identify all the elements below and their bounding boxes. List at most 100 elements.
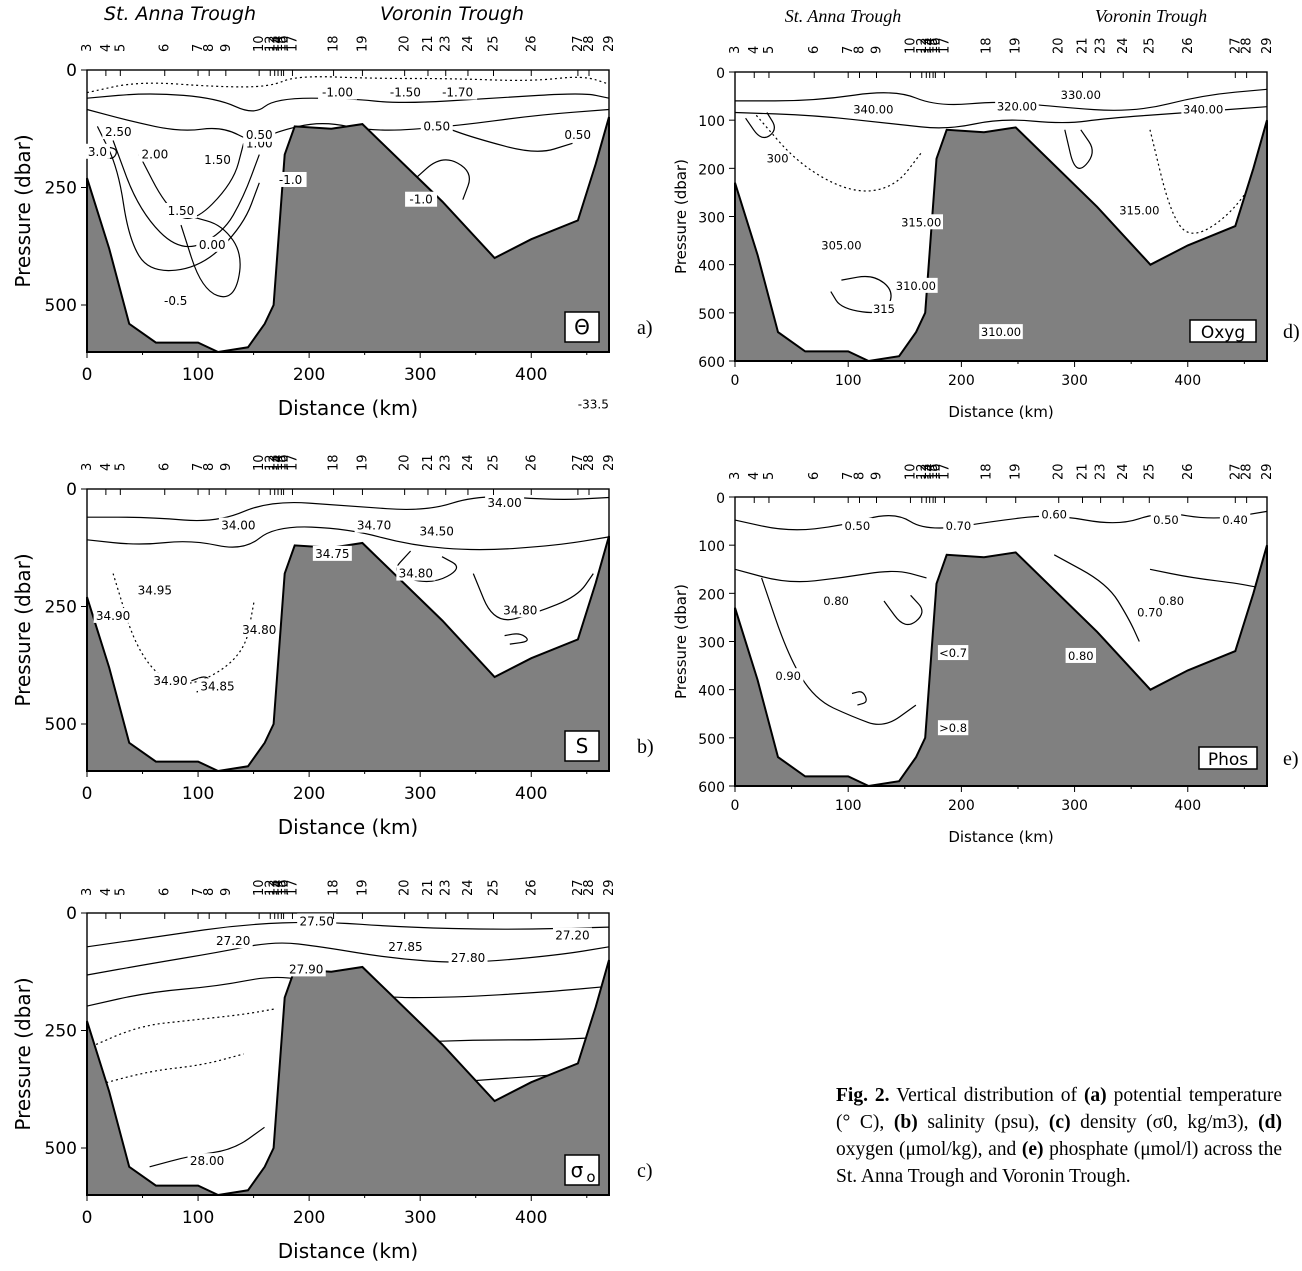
station-number: 26 bbox=[1181, 37, 1196, 54]
contour-label-bg bbox=[979, 324, 1023, 340]
station-number: 13 bbox=[268, 879, 283, 896]
station-number: 14 bbox=[923, 37, 938, 54]
station-number: 4 bbox=[99, 463, 114, 471]
station-number: 5 bbox=[762, 46, 777, 54]
y-tick-label: 250 bbox=[45, 179, 77, 199]
caption-part: oxygen (μmol/kg), and bbox=[836, 1139, 1022, 1160]
contour-label: 340.00 bbox=[1183, 103, 1223, 117]
contour-label-bg bbox=[995, 98, 1039, 114]
contour-label-bg bbox=[213, 933, 253, 949]
x-tick-label: 100 bbox=[182, 784, 214, 804]
contour-label-bg bbox=[420, 118, 453, 134]
panel-c-density: 27.20 27.50 27.20 27.85 27.80 27.90 28.00 3 4 5 6 7… bbox=[11, 879, 653, 1263]
contour-label: 0.50 bbox=[564, 128, 591, 142]
contour-label-bg bbox=[396, 565, 436, 581]
y-tick-label: 100 bbox=[698, 114, 725, 130]
station-number: 27 bbox=[571, 879, 586, 896]
contour-label-bg bbox=[1156, 593, 1187, 609]
caption-part: Vertical distribution of bbox=[889, 1085, 1084, 1106]
station-number: 12 bbox=[263, 879, 278, 896]
contour-line bbox=[734, 106, 1268, 129]
station-number: 16 bbox=[277, 454, 292, 471]
station-number: 4 bbox=[747, 472, 762, 480]
contour-label-bg bbox=[385, 84, 425, 100]
station-number: 20 bbox=[398, 879, 413, 896]
trough-label: St. Anna Trough bbox=[104, 3, 256, 25]
contour-label: <0.7 bbox=[939, 646, 967, 660]
y-tick-label: 600 bbox=[698, 355, 725, 371]
contour-line bbox=[112, 573, 255, 685]
contour-label-bg bbox=[1065, 647, 1096, 663]
station-number: 8 bbox=[202, 44, 217, 52]
contour-line bbox=[504, 633, 528, 645]
station-number: 7 bbox=[841, 46, 856, 54]
contour-label-bg bbox=[500, 602, 540, 618]
contour-line bbox=[734, 510, 1268, 531]
contour-label-bg bbox=[561, 126, 594, 142]
x-tick-label: 200 bbox=[948, 373, 975, 389]
station-number: 17 bbox=[937, 463, 952, 480]
plot-frame bbox=[86, 69, 610, 353]
contour-label: 0.50 bbox=[246, 128, 273, 142]
variable-label: S bbox=[576, 734, 589, 758]
station-number: 18 bbox=[327, 35, 342, 52]
station-number: 28 bbox=[582, 879, 597, 896]
contour-label: 315 bbox=[873, 302, 895, 316]
x-tick-label: 100 bbox=[182, 1208, 214, 1228]
contour-label-bg bbox=[286, 961, 326, 977]
contour-label-bg bbox=[405, 191, 438, 207]
variable-box bbox=[1189, 319, 1257, 343]
station-number: 7 bbox=[191, 44, 206, 52]
contour-label: -1.0 bbox=[279, 173, 302, 187]
contour-label: 27.90 bbox=[289, 962, 323, 976]
contour-line bbox=[883, 594, 923, 626]
contour-label: 315.00 bbox=[901, 215, 941, 229]
contour-label: 0.50 bbox=[845, 519, 871, 533]
station-number: 14 bbox=[923, 463, 938, 480]
contour-label: 34.80 bbox=[399, 567, 433, 581]
station-number: 15 bbox=[274, 879, 289, 896]
x-tick-label: 300 bbox=[1061, 798, 1088, 814]
contour-label-bg bbox=[198, 678, 237, 694]
y-tick-label: 300 bbox=[698, 636, 725, 652]
x-tick-label: 300 bbox=[404, 784, 436, 804]
station-number: 9 bbox=[869, 46, 884, 54]
contour-line bbox=[86, 1008, 276, 1049]
contour-label: 0.80 bbox=[823, 594, 849, 608]
y-axis-title: Pressure (dbar) bbox=[11, 553, 35, 706]
station-number: 24 bbox=[461, 454, 476, 471]
contour-label-bg bbox=[243, 126, 276, 142]
contour-label-bg bbox=[1039, 506, 1070, 522]
contour-label-bg bbox=[1059, 87, 1103, 103]
station-number: 17 bbox=[937, 37, 952, 54]
station-number: 13 bbox=[268, 35, 283, 52]
contour-label: 0.00 bbox=[199, 238, 226, 252]
contour-label-bg bbox=[899, 214, 943, 230]
contour-label-bg bbox=[318, 84, 358, 100]
station-number: 20 bbox=[1052, 463, 1067, 480]
y-tick-label: 500 bbox=[698, 307, 725, 323]
station-number: 27 bbox=[1228, 463, 1243, 480]
contour-line bbox=[112, 140, 260, 248]
station-number: 25 bbox=[486, 454, 501, 471]
y-tick-label: 0 bbox=[716, 491, 725, 507]
x-tick-label: 200 bbox=[948, 798, 975, 814]
contour-label-bg bbox=[93, 607, 133, 623]
station-number: 3 bbox=[728, 472, 743, 480]
station-number: 19 bbox=[355, 35, 370, 52]
contour-label: 34.90 bbox=[96, 609, 130, 623]
station-number: 26 bbox=[524, 454, 539, 471]
caption-part: salinity (psu), bbox=[917, 1112, 1049, 1133]
contour-line bbox=[180, 216, 241, 298]
station-number: 26 bbox=[524, 879, 539, 896]
contour-line bbox=[734, 568, 927, 583]
contour-label: 0.40 bbox=[1222, 513, 1248, 527]
plot-frame bbox=[86, 488, 610, 772]
station-number: 25 bbox=[1142, 37, 1157, 54]
seafloor-bathymetry bbox=[86, 535, 610, 773]
station-number: 13 bbox=[268, 454, 283, 471]
x-tick-label: 400 bbox=[515, 784, 547, 804]
station-number: 26 bbox=[1181, 463, 1196, 480]
panel-b-salinity: -33.5 34.00 34.00 34.70 34.50 34.75 34.80 34.80… bbox=[11, 396, 654, 839]
contour-label: 0.70 bbox=[946, 519, 972, 533]
